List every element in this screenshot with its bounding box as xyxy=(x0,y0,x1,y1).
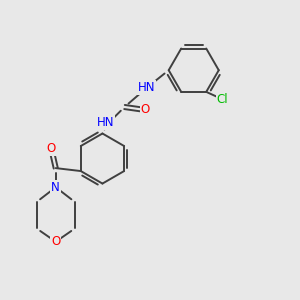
Text: O: O xyxy=(47,142,56,155)
Text: HN: HN xyxy=(97,116,114,129)
Text: N: N xyxy=(51,181,60,194)
Text: O: O xyxy=(140,103,150,116)
Text: HN: HN xyxy=(138,81,155,94)
Text: Cl: Cl xyxy=(217,93,228,106)
Text: O: O xyxy=(51,235,60,248)
